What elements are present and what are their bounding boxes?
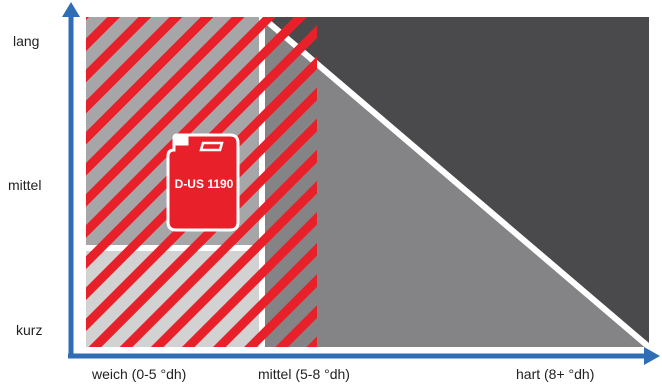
x-label-weich: weich (0-5 °dh) (92, 366, 187, 382)
canister-icon (166, 133, 240, 232)
y-label-mittel: mittel (8, 177, 42, 193)
diagonal-separator (260, 17, 649, 347)
y-label-lang: lang (13, 33, 40, 49)
x-label-hart: hart (8+ °dh) (516, 366, 595, 382)
product-label: D-US 1190 (174, 177, 234, 191)
axes (62, 2, 660, 365)
y-axis-arrow-icon (62, 2, 80, 17)
y-label-kurz: kurz (16, 322, 43, 338)
x-axis-arrow-icon (644, 347, 660, 365)
x-label-mittel: mittel (5-8 °dh) (258, 366, 350, 382)
